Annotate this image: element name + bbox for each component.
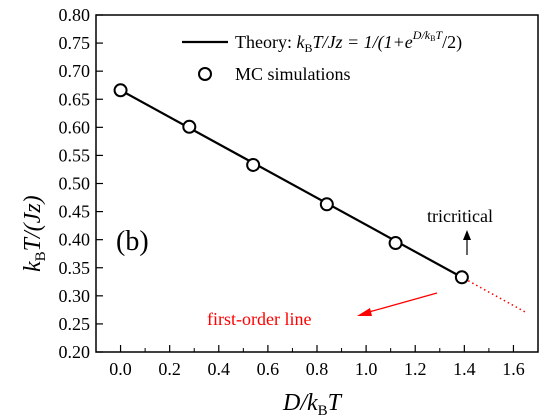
x-tick-label: 0.2 <box>158 359 181 379</box>
legend-mc-label: MC simulations <box>235 64 351 84</box>
x-tick-label: 0.8 <box>306 359 329 379</box>
tricritical-annotation: tricritical <box>427 206 493 226</box>
y-tick-label: 0.80 <box>59 5 91 25</box>
y-tick-label: 0.25 <box>59 314 91 334</box>
y-tick-label: 0.60 <box>59 117 91 137</box>
legend-theory-label: Theory: kBT/Jz = 1/(1+eD/kBT/2) <box>235 28 462 55</box>
first-order-dotted-line <box>463 277 528 314</box>
x-tick-label: 0.6 <box>257 359 280 379</box>
x-tick-label: 0.4 <box>208 359 231 379</box>
y-tick-label: 0.35 <box>59 258 91 278</box>
x-axis-tick-labels: 0.0 0.2 0.4 0.6 0.8 1.0 1.2 1.4 1.6 <box>109 359 524 379</box>
mc-point <box>319 197 334 212</box>
first-order-arrow-shaft <box>368 292 438 313</box>
x-axis-ticks <box>95 345 515 352</box>
y-tick-label: 0.20 <box>59 342 91 362</box>
panel-label: (b) <box>116 226 149 257</box>
mc-point <box>246 157 261 172</box>
legend-mc-marker <box>198 67 212 81</box>
mc-point <box>182 119 197 134</box>
mc-points <box>113 83 469 285</box>
y-tick-label: 0.50 <box>59 174 91 194</box>
mc-point <box>113 83 128 98</box>
y-tick-label: 0.30 <box>59 286 91 306</box>
y-tick-label: 0.75 <box>59 33 91 53</box>
y-axis-ticks <box>96 14 103 353</box>
y-axis-tick-labels: 0.20 0.25 0.30 0.35 0.40 0.45 0.50 0.55 0.60 0.65… <box>59 5 91 362</box>
x-tick-label: 1.2 <box>404 359 427 379</box>
x-tick-label: 0.0 <box>109 359 132 379</box>
y-tick-label: 0.45 <box>59 202 91 222</box>
legend: Theory: kBT/Jz = 1/(1+eD/kBT/2) MC simul… <box>182 28 462 84</box>
mc-point <box>388 236 403 251</box>
tricritical-arrow-head <box>463 230 471 240</box>
y-tick-label: 0.40 <box>59 230 91 250</box>
y-axis-title: kBT/(Jz) <box>20 195 49 272</box>
theory-line <box>120 89 465 280</box>
x-tick-label: 1.4 <box>453 359 476 379</box>
y-tick-label: 0.65 <box>59 89 91 109</box>
mc-point <box>454 270 469 285</box>
first-order-arrow-head <box>357 308 372 316</box>
y-tick-label: 0.55 <box>59 145 91 165</box>
first-order-annotation: first-order line <box>207 309 311 329</box>
x-axis-title: D/kBT <box>282 390 343 417</box>
x-tick-label: 1.0 <box>355 359 378 379</box>
y-tick-label: 0.70 <box>59 61 91 81</box>
x-tick-label: 1.6 <box>502 359 525 379</box>
